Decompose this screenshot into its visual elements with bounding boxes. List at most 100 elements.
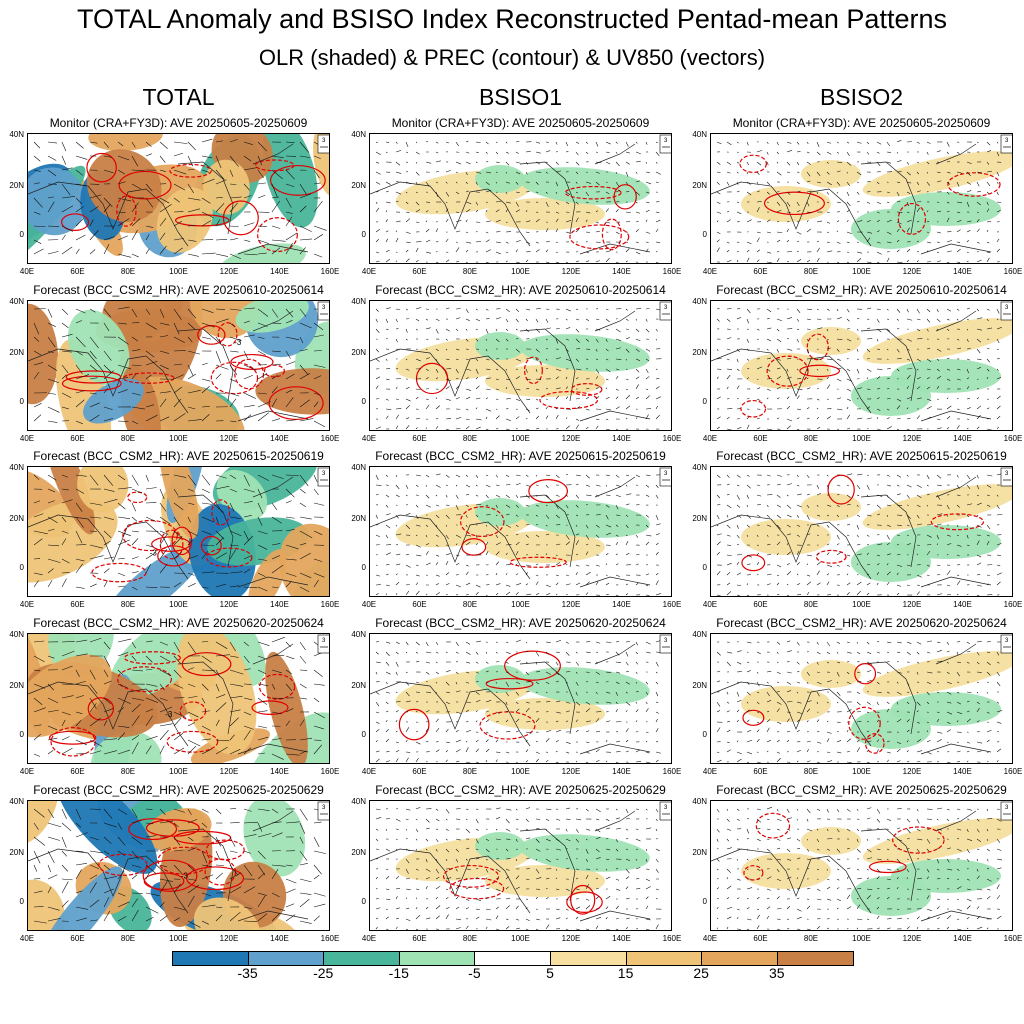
wind-vector bbox=[455, 191, 460, 195]
coastline bbox=[711, 810, 992, 922]
wind-vector bbox=[187, 183, 194, 194]
wind-vector bbox=[746, 670, 751, 673]
wind-vector bbox=[89, 206, 99, 213]
wind-vector bbox=[435, 727, 440, 733]
wind-vector bbox=[916, 838, 923, 841]
wind-vector bbox=[856, 484, 861, 490]
wind-vector bbox=[131, 488, 143, 494]
wind-vector bbox=[896, 417, 901, 420]
wind-vector bbox=[605, 348, 609, 352]
wind-vector bbox=[846, 709, 852, 713]
wind-vector bbox=[746, 661, 750, 664]
wind-vector bbox=[886, 151, 891, 153]
wind-vector bbox=[159, 533, 168, 546]
wind-vector bbox=[876, 261, 880, 263]
wind-vector bbox=[856, 251, 863, 254]
wind-vector bbox=[645, 808, 648, 811]
wind-vector bbox=[996, 564, 1001, 567]
wind-vector bbox=[635, 251, 641, 255]
wind-vector bbox=[159, 683, 165, 691]
wind-vector bbox=[916, 338, 923, 340]
y-tick-label: 40N bbox=[692, 297, 707, 306]
x-tick-label: 120E bbox=[561, 434, 581, 443]
wind-vector bbox=[615, 261, 619, 263]
wind-vector bbox=[585, 551, 589, 556]
wind-vector bbox=[555, 327, 560, 330]
wind-vector bbox=[625, 750, 629, 753]
wind-vector bbox=[425, 543, 430, 546]
wind-vector bbox=[766, 219, 771, 223]
wind-vector bbox=[89, 739, 103, 747]
wind-vector bbox=[766, 348, 769, 351]
wind-vector bbox=[145, 474, 149, 482]
x-tick-label: 120E bbox=[902, 434, 922, 443]
wind-vector bbox=[229, 420, 237, 423]
precip-contour bbox=[122, 519, 178, 552]
wind-vector bbox=[187, 336, 193, 343]
precip-contour bbox=[415, 362, 449, 395]
wind-vector bbox=[906, 494, 910, 499]
wind-vector bbox=[976, 701, 980, 705]
wind-vector bbox=[896, 681, 899, 684]
wind-vector bbox=[976, 574, 981, 576]
wind-vector bbox=[375, 758, 380, 763]
wind-vector bbox=[836, 514, 839, 518]
wind-vector bbox=[229, 238, 238, 241]
wind-vector bbox=[806, 661, 809, 664]
wind-vector bbox=[435, 318, 440, 322]
wind-vector bbox=[435, 228, 439, 233]
y-tick-label: 20N bbox=[692, 181, 707, 190]
wind-vector bbox=[655, 728, 659, 733]
wind-vector bbox=[285, 683, 293, 691]
wind-vector bbox=[976, 367, 982, 370]
wind-vector bbox=[445, 494, 448, 498]
wind-vector bbox=[445, 828, 449, 831]
wind-vector bbox=[271, 169, 283, 180]
wind-vector bbox=[746, 257, 750, 263]
wind-vector bbox=[395, 749, 400, 753]
wind-vector bbox=[515, 398, 521, 402]
wind-vector bbox=[816, 691, 820, 697]
wind-vector bbox=[395, 533, 402, 536]
wind-vector bbox=[515, 681, 521, 685]
wind-vector bbox=[605, 428, 611, 430]
wind-vector bbox=[756, 417, 760, 420]
wind-vector bbox=[33, 155, 41, 162]
wind-vector bbox=[475, 171, 482, 174]
wind-vector bbox=[896, 827, 901, 830]
wind-vector bbox=[313, 201, 323, 213]
wind-vector bbox=[976, 181, 980, 187]
wind-vector bbox=[836, 504, 840, 508]
wind-vector bbox=[756, 161, 762, 166]
wind-vector bbox=[776, 671, 781, 675]
wind-vector bbox=[886, 542, 890, 546]
wind-vector bbox=[271, 654, 285, 657]
wind-vector bbox=[201, 386, 210, 394]
wind-vector bbox=[736, 190, 740, 193]
wind-vector bbox=[786, 514, 792, 518]
wind-vector bbox=[916, 523, 922, 526]
wind-vector bbox=[505, 484, 511, 486]
wind-vector bbox=[545, 651, 550, 655]
wind-vector bbox=[385, 681, 388, 685]
wind-vector bbox=[625, 211, 631, 214]
wind-vector bbox=[465, 201, 472, 204]
wind-vector bbox=[395, 171, 402, 174]
wind-vector bbox=[956, 494, 961, 496]
wind-vector bbox=[756, 544, 759, 546]
wind-vector bbox=[736, 808, 740, 811]
wind-vector bbox=[455, 385, 460, 390]
wind-vector bbox=[257, 336, 265, 339]
wind-vector bbox=[846, 494, 851, 498]
wind-vector bbox=[505, 719, 509, 723]
wind-vector bbox=[465, 641, 471, 645]
wind-vector bbox=[716, 551, 721, 556]
wind-vector bbox=[495, 388, 499, 390]
wind-vector bbox=[565, 161, 569, 163]
wind-vector bbox=[525, 907, 528, 910]
wind-vector bbox=[425, 228, 430, 233]
wind-vector bbox=[103, 530, 112, 539]
wind-vector bbox=[716, 514, 720, 520]
wind-vector bbox=[525, 593, 532, 596]
wind-vector bbox=[395, 191, 402, 195]
